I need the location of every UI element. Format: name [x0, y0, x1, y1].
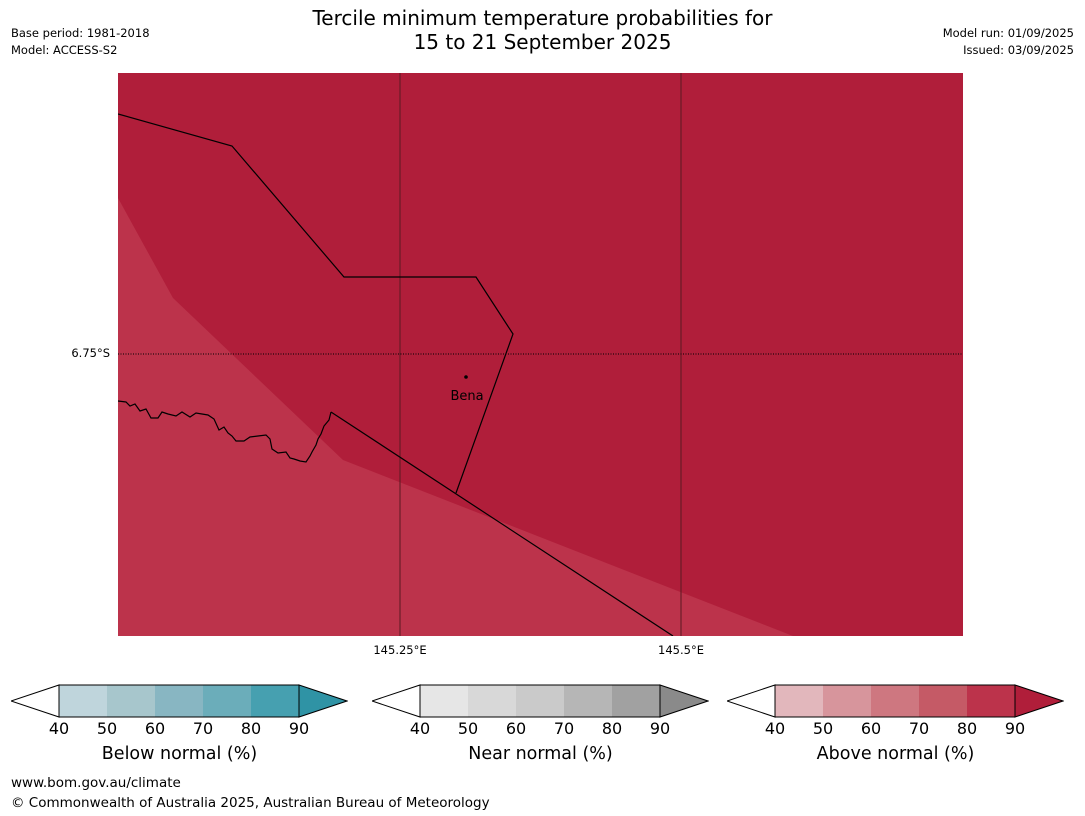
colorbar-near [372, 684, 709, 718]
colorbar-near-extend [659, 684, 709, 718]
colorbar-above-bin-1 [775, 685, 823, 717]
tick-above-60: 60 [860, 719, 882, 738]
colorbar-near-bin-5 [612, 685, 660, 717]
colorbar-below-extend [298, 684, 348, 718]
footer-url: www.bom.gov.au/climate [11, 775, 181, 791]
legend-near-normal: 40 50 60 70 80 90 Near normal (%) [372, 684, 709, 764]
colorbar-near-bin-1 [420, 685, 468, 717]
tick-below-90: 90 [288, 719, 310, 738]
province-boundary [118, 113, 514, 494]
bena-marker [464, 375, 468, 379]
colorbar-below-bin-3 [155, 685, 203, 717]
title-line-2: 15 to 21 September 2025 [413, 30, 672, 54]
colorbar-near-bin-4 [564, 685, 612, 717]
above-80-region [118, 198, 793, 636]
tick-below-40: 40 [48, 719, 70, 738]
river-boundary [118, 400, 332, 463]
tick-below-80: 80 [240, 719, 262, 738]
legend-near-title: Near normal (%) [468, 744, 613, 764]
colorbar-below [11, 684, 348, 718]
base-period-text: Base period: 1981-2018 [11, 26, 150, 40]
lat-label: 6.75°S [71, 346, 110, 360]
colorbar-below-bin-4 [203, 685, 251, 717]
meta-right: Model run: 01/09/2025 Issued: 03/09/2025 [943, 25, 1074, 59]
province-boundary-south [330, 411, 674, 636]
colorbar-above [727, 684, 1064, 718]
issued-text: Issued: 03/09/2025 [963, 43, 1074, 57]
legend-below-title: Below normal (%) [101, 744, 258, 764]
tick-below-60: 60 [144, 719, 166, 738]
tick-above-50: 50 [812, 719, 834, 738]
bena-label: Bena [450, 389, 483, 404]
legend-below-normal: 40 50 60 70 80 90 Below normal (%) [11, 684, 348, 764]
title-line-1: Tercile minimum temperature probabilitie… [312, 6, 773, 30]
model-run-text: Model run: 01/09/2025 [942, 26, 1074, 40]
colorbar-above-bin-4 [919, 685, 967, 717]
colorbar-below-bin-5 [251, 685, 299, 717]
meta-left: Base period: 1981-2018 Model: ACCESS-S2 [11, 25, 150, 59]
legend-above-title: Above normal (%) [816, 744, 975, 764]
colorbar-near-bin-3 [516, 685, 564, 717]
colorbar-above-bin-3 [871, 685, 919, 717]
tick-below-50: 50 [96, 719, 118, 738]
tick-near-80: 80 [601, 719, 623, 738]
footer-copyright: © Commonwealth of Australia 2025, Austra… [11, 795, 490, 811]
colorbar-above-bin-5 [967, 685, 1015, 717]
colorbar-below-bin-1 [59, 685, 107, 717]
tick-below-70: 70 [192, 719, 214, 738]
legend-above-normal: 40 50 60 70 80 90 Above normal (%) [727, 684, 1064, 764]
tick-above-80: 80 [956, 719, 978, 738]
probability-map: Bena [118, 73, 963, 636]
tick-above-40: 40 [764, 719, 786, 738]
tick-above-90: 90 [1004, 719, 1026, 738]
tick-near-50: 50 [457, 719, 479, 738]
tick-near-70: 70 [553, 719, 575, 738]
tick-near-40: 40 [409, 719, 431, 738]
tick-above-70: 70 [908, 719, 930, 738]
lon-label-145-25: 145.25°E [373, 643, 427, 657]
tick-near-60: 60 [505, 719, 527, 738]
tick-near-90: 90 [649, 719, 671, 738]
colorbar-near-bin-2 [468, 685, 516, 717]
colorbar-above-extend [1014, 684, 1064, 718]
map-title: Tercile minimum temperature probabilitie… [0, 6, 1085, 54]
colorbar-above-bin-2 [823, 685, 871, 717]
model-text: Model: ACCESS-S2 [11, 43, 118, 57]
colorbar-below-bin-2 [107, 685, 155, 717]
lon-label-145-5: 145.5°E [658, 643, 704, 657]
